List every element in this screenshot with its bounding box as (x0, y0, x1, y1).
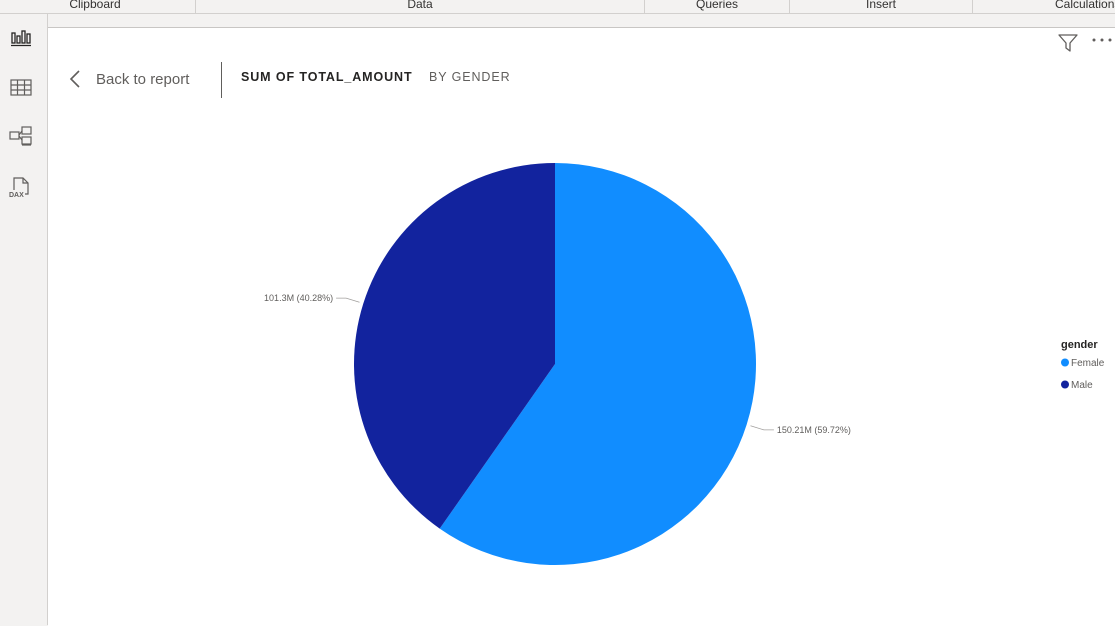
report-view-button[interactable] (6, 26, 34, 52)
model-view-button[interactable] (6, 124, 34, 150)
ribbon-group-insert[interactable]: Insert (826, 0, 936, 13)
ribbon-divider (972, 0, 973, 13)
data-label-male: 101.3M (40.28%) (264, 293, 333, 303)
report-canvas: Back to report SUM OF TOTAL_AMOUNT BY GE… (48, 27, 1115, 626)
table-view-button[interactable] (6, 75, 34, 101)
dax-text: DAX (9, 192, 24, 199)
report-view-icon (6, 26, 34, 50)
ribbon-group-queries[interactable]: Queries (662, 0, 772, 13)
data-label-female: 150.21M (59.72%) (777, 425, 851, 435)
view-rail: DAX (0, 14, 48, 625)
dax-query-view-icon: DAX (6, 174, 34, 200)
data-label-leader-line (751, 426, 774, 430)
legend-item-female[interactable]: Female (1071, 358, 1105, 369)
table-view-icon (6, 75, 34, 99)
legend-marker-female[interactable] (1061, 359, 1069, 367)
legend-marker-male[interactable] (1061, 381, 1069, 389)
legend-title: gender (1061, 339, 1098, 351)
ribbon-divider (644, 0, 645, 13)
legend-item-male[interactable]: Male (1071, 380, 1093, 391)
ribbon-group-strip: Clipboard Data Queries Insert Calculatio… (0, 0, 1115, 14)
ribbon-group-clipboard[interactable]: Clipboard (40, 0, 150, 13)
data-label-leader-line (336, 298, 359, 302)
model-view-icon (6, 124, 34, 150)
ribbon-group-calculations[interactable]: Calculations (1055, 0, 1115, 13)
ribbon-divider (195, 0, 196, 13)
pie-chart: 150.21M (59.72%) 101.3M (40.28%) gender Fem… (48, 28, 1115, 626)
ribbon-divider (789, 0, 790, 13)
ribbon-group-data[interactable]: Data (365, 0, 475, 13)
dax-query-view-button[interactable]: DAX (6, 174, 34, 200)
